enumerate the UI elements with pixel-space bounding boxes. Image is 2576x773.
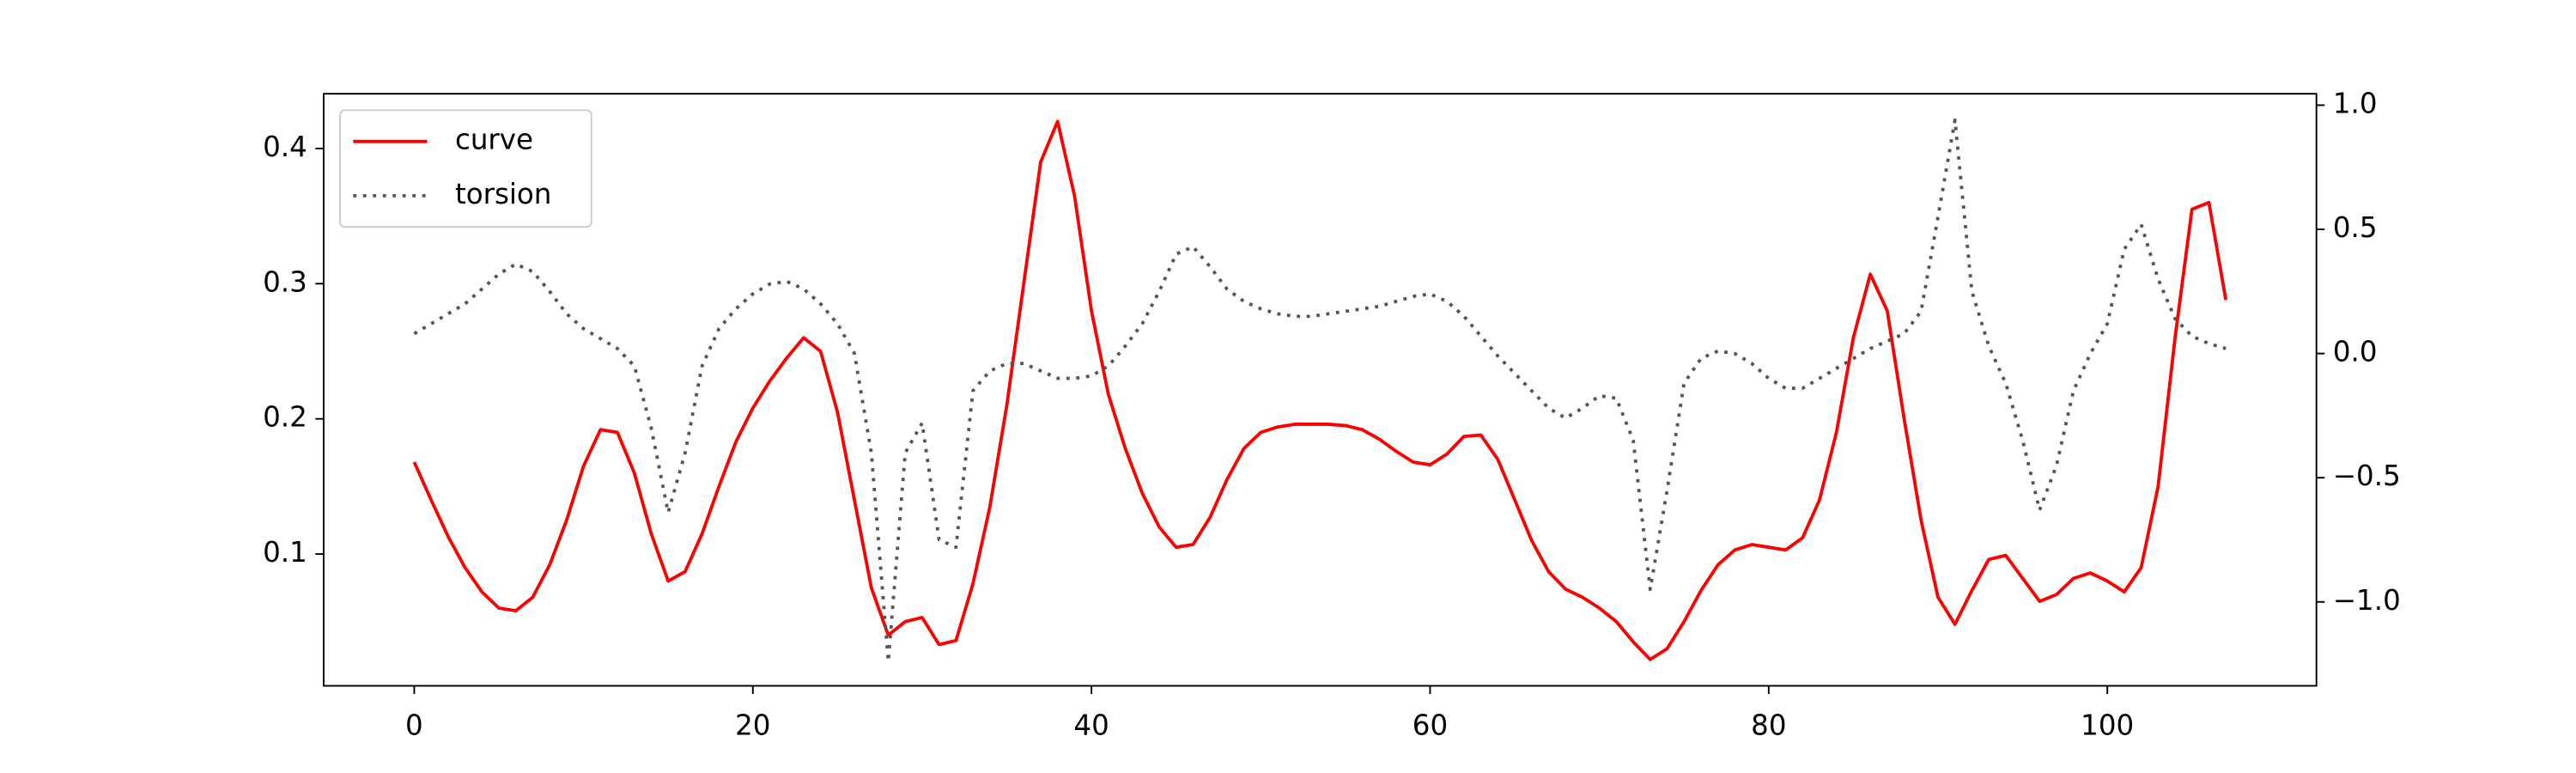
y2-tick-label: 0.5 (2333, 211, 2378, 244)
x-tick-label: 20 (735, 709, 770, 741)
y2-tick-label: −1.0 (2333, 584, 2401, 617)
y2-tick-label: −0.5 (2333, 460, 2401, 492)
x-tick-label: 100 (2081, 709, 2134, 741)
y2-tick-label: 1.0 (2333, 87, 2378, 119)
y-tick-label: 0.2 (263, 401, 307, 434)
y-tick-label: 0.4 (263, 131, 307, 163)
legend-label: curve (455, 124, 533, 156)
series-line (412, 119, 2228, 661)
legend-box (339, 109, 592, 228)
x-tick-label: 60 (1413, 709, 1448, 741)
series-line (413, 118, 2227, 664)
y-tick-label: 0.3 (263, 265, 307, 298)
x-tick-label: 40 (1073, 709, 1109, 741)
plot-frame (322, 93, 2318, 687)
x-tick-label: 80 (1751, 709, 1786, 741)
x-tick-label: 0 (405, 709, 423, 741)
y2-tick-label: 0.0 (2333, 336, 2378, 368)
legend-label: torsion (455, 178, 551, 210)
y-tick-label: 0.1 (263, 536, 307, 569)
